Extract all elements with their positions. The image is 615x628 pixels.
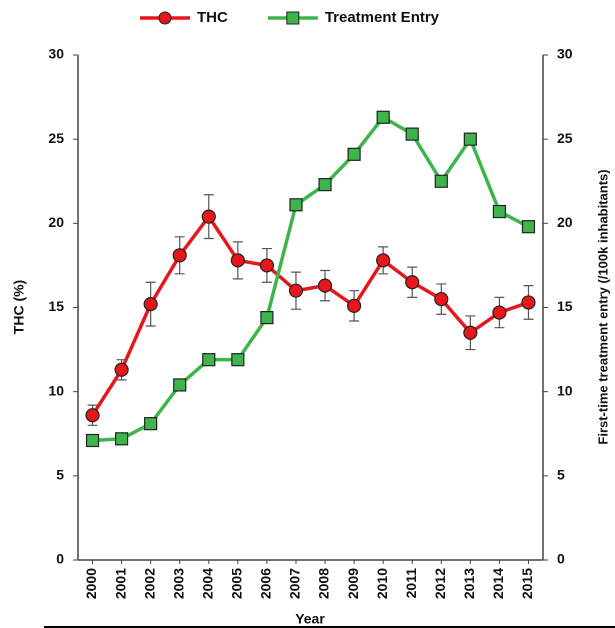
series-line (92, 115, 530, 443)
x-tick-label: 2011 (403, 568, 419, 599)
point (492, 305, 507, 320)
series-line (91, 213, 530, 417)
point (521, 220, 536, 234)
point (318, 178, 332, 192)
y-axis-label: THC (%) (11, 280, 27, 334)
x-tick-label: 2002 (141, 568, 157, 599)
legend-label: THC (197, 9, 228, 26)
point (144, 417, 158, 431)
y2-tick-label: 0 (557, 551, 565, 567)
point (114, 432, 129, 446)
point (259, 258, 275, 273)
x-axis-label: Year (295, 611, 325, 627)
point (202, 353, 216, 367)
y2-tick-label: 5 (557, 467, 565, 483)
point (85, 433, 100, 448)
x-tick-label: 2010 (374, 568, 390, 599)
point (114, 362, 129, 377)
y-tick-label: 20 (48, 214, 64, 230)
x-tick-label: 2004 (199, 568, 215, 599)
legend-marker (286, 11, 300, 25)
point (405, 127, 419, 141)
x-tick-label: 2013 (461, 568, 477, 599)
point (230, 253, 245, 268)
x-tick-label: 2000 (83, 568, 99, 599)
x-tick-label: 2009 (345, 568, 361, 599)
point (85, 408, 100, 423)
point (288, 283, 304, 298)
y-tick-label: 0 (56, 551, 64, 567)
x-tick-label: 2001 (112, 568, 128, 599)
point (376, 253, 391, 268)
point (346, 298, 362, 313)
y-tick-label: 5 (56, 467, 64, 483)
legend-label: Treatment Entry (325, 9, 440, 26)
point (434, 174, 448, 188)
y2-tick-label: 25 (557, 130, 573, 146)
x-tick-label: 2014 (490, 568, 506, 599)
point (317, 278, 333, 293)
y2-axis-label: First-time treatment entry (/100k inhabi… (595, 169, 610, 444)
y-tick-label: 30 (48, 46, 64, 62)
y2-tick-label: 30 (557, 46, 573, 62)
point (201, 209, 216, 224)
point (463, 132, 477, 146)
y2-tick-label: 15 (557, 298, 573, 314)
x-tick-label: 2003 (170, 568, 186, 599)
y-tick-label: 25 (48, 130, 64, 146)
y-tick-label: 10 (48, 382, 64, 398)
x-tick-label: 2007 (287, 568, 303, 599)
point (376, 110, 390, 124)
point (492, 204, 507, 219)
point (172, 248, 187, 263)
point (289, 198, 303, 212)
legend-marker (158, 11, 172, 25)
x-tick-label: 2006 (258, 568, 274, 599)
point (463, 325, 478, 340)
x-tick-label: 2005 (229, 568, 245, 599)
y-tick-label: 15 (48, 298, 64, 314)
point (143, 297, 158, 312)
point (231, 353, 245, 367)
y2-tick-label: 20 (557, 214, 573, 230)
point (173, 378, 187, 392)
x-tick-label: 2015 (519, 568, 535, 599)
x-tick-label: 2012 (432, 568, 448, 599)
point (260, 311, 274, 325)
point (434, 291, 449, 307)
y2-tick-label: 10 (557, 382, 573, 398)
point (405, 275, 420, 290)
point (521, 295, 536, 310)
x-tick-label: 2008 (316, 568, 332, 599)
point (347, 147, 361, 161)
